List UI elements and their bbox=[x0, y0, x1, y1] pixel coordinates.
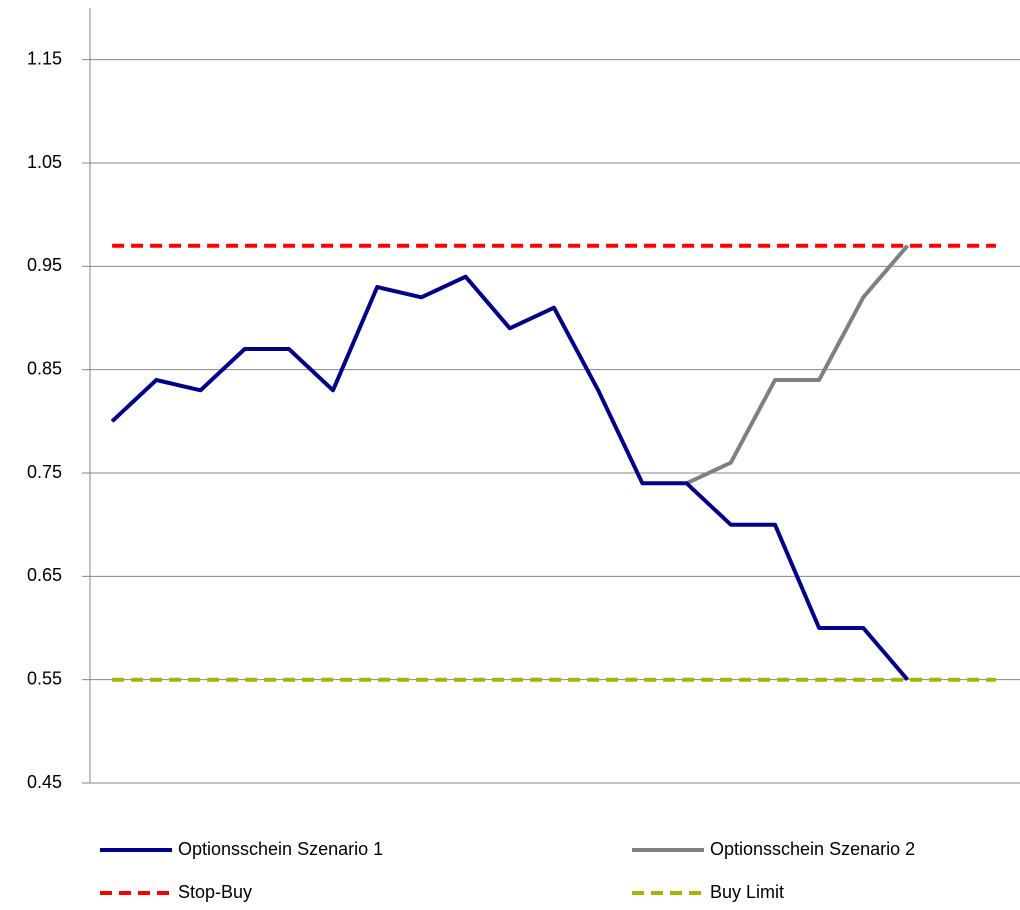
y-tick-label: 1.05 bbox=[27, 152, 62, 172]
legend-label: Stop-Buy bbox=[178, 882, 252, 902]
y-tick-label: 0.85 bbox=[27, 358, 62, 378]
legend-label: Optionsschein Szenario 2 bbox=[710, 839, 915, 859]
y-tick-label: 0.55 bbox=[27, 668, 62, 688]
y-tick-label: 0.75 bbox=[27, 462, 62, 482]
legend-label: Optionsschein Szenario 1 bbox=[178, 839, 383, 859]
y-tick-label: 0.95 bbox=[27, 255, 62, 275]
legend-label: Buy Limit bbox=[710, 882, 784, 902]
y-tick-label: 0.65 bbox=[27, 565, 62, 585]
series-line bbox=[685, 244, 910, 486]
y-tick-label: 0.45 bbox=[27, 772, 62, 792]
y-tick-label: 1.15 bbox=[27, 48, 62, 68]
series-line bbox=[110, 274, 910, 681]
